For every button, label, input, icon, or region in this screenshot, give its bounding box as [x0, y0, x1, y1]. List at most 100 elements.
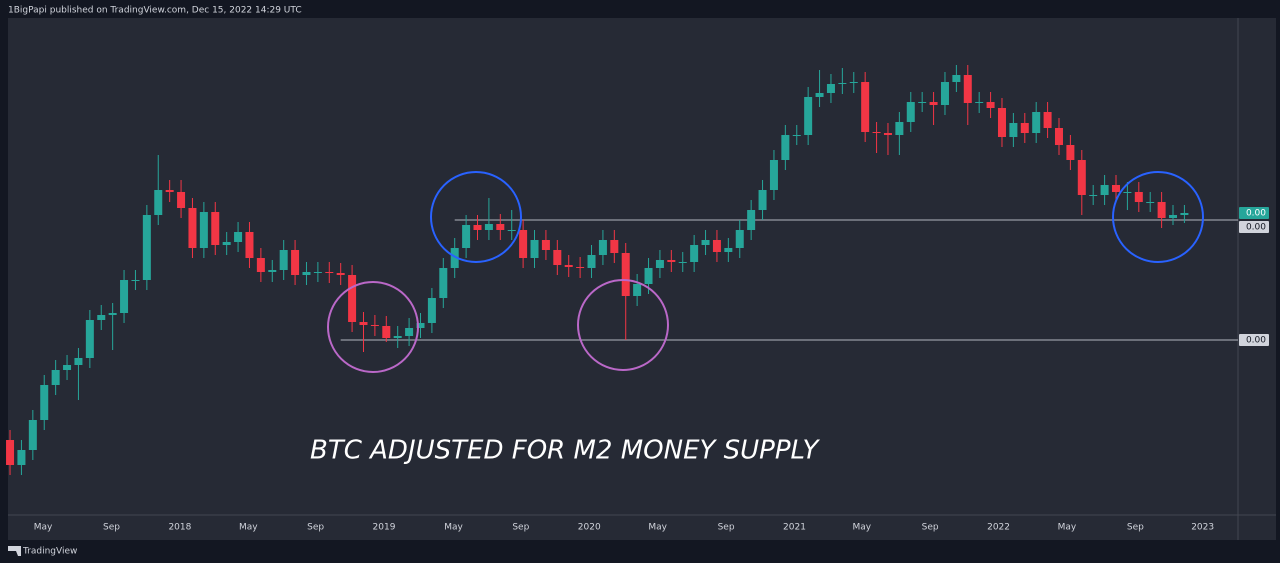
candle-body: [177, 192, 186, 208]
candle-body: [188, 208, 197, 248]
candle-body: [1054, 128, 1063, 145]
candle-body: [473, 225, 482, 230]
candle-body: [325, 272, 334, 273]
candle-body: [541, 240, 550, 250]
candle-body: [51, 370, 60, 385]
price-label-box: [1239, 334, 1269, 346]
footer: TradingView: [22, 547, 77, 557]
candle-body: [1009, 123, 1018, 137]
candle-body: [747, 210, 756, 230]
candle-body: [1100, 185, 1109, 195]
price-label: 0.00: [1246, 336, 1266, 346]
candle-body: [804, 97, 813, 135]
candle-body: [507, 230, 516, 231]
candle-body: [735, 230, 744, 248]
candle-body: [462, 225, 471, 248]
x-tick-label: 2023: [1191, 523, 1214, 533]
candle-body: [1089, 195, 1098, 196]
candle-body: [313, 272, 322, 273]
candle-body: [291, 250, 300, 275]
candle-body: [690, 245, 699, 262]
candle-body: [564, 265, 573, 267]
candle-body: [302, 272, 311, 275]
candle-body: [427, 298, 436, 323]
candle-body: [712, 240, 721, 252]
candle-body: [883, 133, 892, 135]
candle-body: [610, 240, 619, 253]
candle-body: [370, 325, 379, 326]
x-tick-label: May: [1058, 523, 1077, 533]
candle-body: [792, 135, 801, 136]
price-label: 0.00: [1246, 223, 1266, 233]
candle-body: [1169, 215, 1178, 218]
candle-body: [1180, 213, 1189, 215]
x-tick-label: Sep: [718, 523, 735, 533]
x-tick-label: May: [444, 523, 463, 533]
candle-body: [165, 190, 174, 192]
candle-body: [439, 268, 448, 298]
candle-body: [724, 248, 733, 252]
candle-body: [199, 212, 208, 248]
candle-body: [1146, 202, 1155, 203]
x-tick-label: 2022: [987, 523, 1010, 533]
candle-body: [781, 135, 790, 160]
candle-body: [952, 75, 961, 82]
candle-body: [393, 336, 402, 338]
candle-body: [17, 450, 26, 465]
candle-body: [74, 358, 83, 365]
candle-body: [1020, 123, 1029, 133]
x-tick-label: May: [852, 523, 871, 533]
candle-body: [553, 250, 562, 265]
candle-body: [644, 268, 653, 284]
candle-body: [667, 260, 676, 262]
highlight-circle: [577, 279, 669, 371]
candle-body: [40, 385, 49, 420]
price-label-box: [1239, 221, 1269, 233]
candle-body: [1157, 202, 1166, 218]
candle-body: [28, 420, 37, 450]
candle-body: [929, 102, 938, 105]
candle-body: [621, 253, 630, 296]
candle-body: [268, 270, 277, 272]
candle-body: [769, 160, 778, 190]
candle-body: [359, 322, 368, 325]
candle-body: [906, 102, 915, 122]
candle-body: [222, 242, 231, 245]
x-tick-label: Sep: [512, 523, 529, 533]
candle-body: [348, 275, 357, 322]
x-tick-label: 2018: [168, 523, 191, 533]
candle-body: [484, 224, 493, 230]
x-tick-label: Sep: [922, 523, 939, 533]
candle-body: [1134, 192, 1143, 202]
candle-body: [918, 102, 927, 103]
candle-body: [6, 440, 15, 465]
x-tick-label: 2020: [578, 523, 601, 533]
candle-body: [108, 313, 117, 315]
candle-body: [279, 250, 288, 270]
price-label-box: [1239, 207, 1269, 219]
candle-body: [849, 82, 858, 83]
candle-body: [211, 212, 220, 245]
candle-body: [975, 102, 984, 103]
candle-body: [678, 262, 687, 263]
candle-body: [838, 83, 847, 84]
candle-body: [1032, 112, 1041, 133]
candle-body: [519, 230, 528, 258]
candle-body: [530, 240, 539, 258]
x-tick-label: Sep: [103, 523, 120, 533]
candle-body: [1043, 112, 1052, 128]
candle-body: [245, 232, 254, 258]
candle-body: [895, 122, 904, 135]
candle-body: [598, 240, 607, 255]
x-tick-label: 2019: [373, 523, 396, 533]
x-tick-label: Sep: [1127, 523, 1144, 533]
candle-body: [131, 280, 140, 281]
candle-body: [758, 190, 767, 210]
candle-body: [576, 267, 585, 268]
candle-body: [1123, 192, 1132, 193]
x-tick-label: May: [34, 523, 53, 533]
candle-body: [1077, 160, 1086, 195]
candle-body: [986, 102, 995, 108]
logo: [8, 546, 21, 556]
